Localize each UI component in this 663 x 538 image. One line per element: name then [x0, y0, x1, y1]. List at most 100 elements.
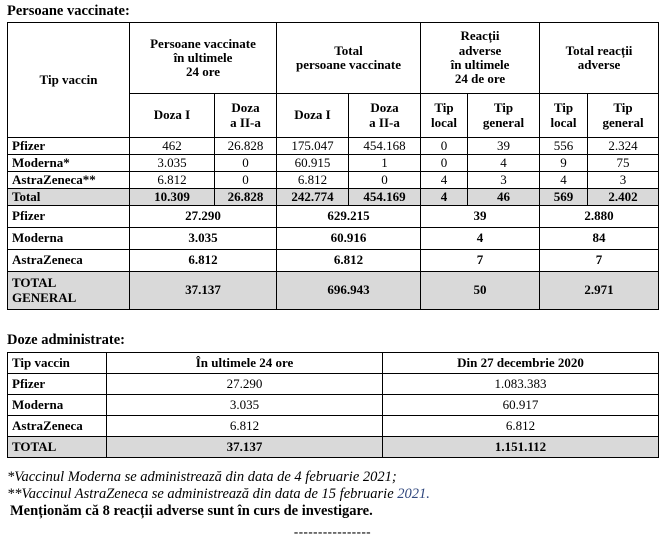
- row-label: AstraZeneca**: [7, 171, 130, 189]
- row-label: AstraZeneca: [7, 249, 130, 272]
- value-cell: 27.290: [129, 205, 277, 228]
- value-cell: 6.812: [129, 171, 215, 189]
- value-cell: 3: [587, 171, 660, 189]
- row-label: Pfizer: [7, 205, 130, 228]
- row-label: Total: [7, 188, 130, 206]
- value-cell: 3.035: [129, 154, 215, 172]
- table-row-total-general: TOTAL GENERAL 37.137 696.943 50 2.971: [7, 271, 660, 310]
- footnote-astrazeneca-text: **Vaccinul AstraZeneca se administrează …: [7, 486, 398, 502]
- header-group-row: Tip vaccin Persoane vaccinate în ultimel…: [7, 22, 660, 138]
- value-cell: 3.035: [129, 227, 277, 250]
- column-header-last-24h: În ultimele 24 ore: [106, 352, 383, 374]
- value-cell: 37.137: [106, 436, 383, 458]
- value-cell: 4: [539, 171, 589, 189]
- column-header-since-27-dec: Din 27 decembrie 2020: [382, 352, 659, 374]
- subheader-tip-local-total: Tip local: [539, 93, 589, 138]
- value-cell: 6.812: [276, 249, 421, 272]
- value-cell: 462: [129, 137, 215, 155]
- column-header-total-vaccinated: Total persoane vaccinate: [276, 22, 421, 94]
- value-cell: 39: [419, 205, 541, 228]
- footnote-moderna: *Vaccinul Moderna se administrează din d…: [7, 469, 397, 485]
- value-cell: 6.812: [276, 171, 349, 189]
- table-row-total: Total 10.309 26.828 242.774 454.169 4 46…: [7, 188, 660, 206]
- table-row-pfizer: Pfizer 462 26.828 175.047 454.168 0 39 5…: [7, 137, 660, 155]
- value-cell: 9: [539, 154, 589, 172]
- column-header-total-adverse: Total reacții adverse: [539, 22, 660, 94]
- value-cell: 75: [587, 154, 660, 172]
- value-cell: 4: [466, 154, 541, 172]
- value-cell: 0: [348, 171, 421, 189]
- value-cell: 4: [420, 188, 468, 206]
- row-label: AstraZeneca: [7, 415, 107, 437]
- table-row-astrazeneca-doses: AstraZeneca 6.812 6.812: [7, 415, 659, 437]
- value-cell: 39: [466, 137, 541, 155]
- value-cell: 10.309: [129, 188, 215, 206]
- value-cell: 6.812: [129, 249, 277, 272]
- table-row-moderna-combined: Moderna 3.035 60.916 4 84: [7, 227, 660, 250]
- value-cell: 4: [420, 171, 468, 189]
- dashed-separator: ----------------: [293, 524, 372, 538]
- value-cell: 556: [539, 137, 589, 155]
- row-label: TOTAL: [7, 436, 107, 458]
- value-cell: 50: [419, 271, 541, 310]
- value-cell: 6.812: [382, 415, 659, 437]
- value-cell: 2.324: [587, 137, 660, 155]
- value-cell: 1.083.383: [382, 373, 659, 395]
- value-cell: 454.168: [348, 137, 421, 155]
- value-cell: 569: [539, 188, 589, 206]
- value-cell: 2.971: [539, 271, 660, 310]
- value-cell: 1: [348, 154, 421, 172]
- row-label: Pfizer: [7, 373, 107, 395]
- subheader-tip-general-24h: Tip general: [466, 93, 541, 138]
- column-header-adverse-24h: Reacții adverse în ultimele 24 de ore: [419, 22, 541, 94]
- value-cell: 1.151.112: [382, 436, 659, 458]
- value-cell: 454.169: [348, 188, 421, 206]
- footnote-astrazeneca-year: 2021.: [397, 486, 430, 502]
- value-cell: 242.774: [276, 188, 349, 206]
- subheader-tip-general-total: Tip general: [587, 93, 660, 138]
- subheader-doza2-total: Doza a II-a: [348, 93, 421, 138]
- value-cell: 3: [466, 171, 541, 189]
- value-cell: 4: [419, 227, 541, 250]
- section-title-doze-administrate: Doze administrate:: [7, 332, 125, 348]
- administered-doses-table: Tip vaccin În ultimele 24 ore Din 27 dec…: [7, 352, 659, 458]
- table-row-total-doses: TOTAL 37.137 1.151.112: [7, 436, 659, 458]
- section-title-persoane-vaccinate: Persoane vaccinate:: [7, 3, 130, 19]
- table-row-astrazeneca: AstraZeneca** 6.812 0 6.812 0 4 3 4 3: [7, 171, 660, 189]
- value-cell: 84: [539, 227, 660, 250]
- value-cell: 37.137: [129, 271, 277, 310]
- row-label: Pfizer: [7, 137, 130, 155]
- table-row-pfizer-doses: Pfizer 27.290 1.083.383: [7, 373, 659, 395]
- value-cell: 0: [420, 154, 468, 172]
- value-cell: 60.915: [276, 154, 349, 172]
- subheader-doza2-24h: Doza a II-a: [214, 93, 277, 138]
- row-label: TOTAL GENERAL: [7, 271, 130, 310]
- table-row-astrazeneca-combined: AstraZeneca 6.812 6.812 7 7: [7, 249, 660, 272]
- row-label: Moderna: [7, 227, 130, 250]
- value-cell: 2.402: [587, 188, 660, 206]
- vaccinated-persons-table: Tip vaccin Persoane vaccinate în ultimel…: [7, 22, 660, 310]
- value-cell: 696.943: [276, 271, 421, 310]
- value-cell: 175.047: [276, 137, 349, 155]
- column-header-tip-vaccin: Tip vaccin: [7, 22, 130, 138]
- table-row-moderna: Moderna* 3.035 0 60.915 1 0 4 9 75: [7, 154, 660, 172]
- column-header-vaccinated-24h: Persoane vaccinate în ultimele 24 ore: [129, 22, 277, 94]
- value-cell: 7: [539, 249, 660, 272]
- footnote-astrazeneca: **Vaccinul AstraZeneca se administrează …: [7, 486, 659, 503]
- value-cell: 46: [466, 188, 541, 206]
- header-sub-row: Doza I Doza a II-a Doza I Doza a II-a Ti…: [8, 93, 660, 138]
- value-cell: 7: [419, 249, 541, 272]
- value-cell: 60.917: [382, 394, 659, 416]
- value-cell: 27.290: [106, 373, 383, 395]
- value-cell: 26.828: [214, 137, 277, 155]
- value-cell: 629.215: [276, 205, 421, 228]
- row-label: Moderna*: [7, 154, 130, 172]
- value-cell: 0: [214, 154, 277, 172]
- value-cell: 60.916: [276, 227, 421, 250]
- value-cell: 6.812: [106, 415, 383, 437]
- column-header-tip-vaccin-2: Tip vaccin: [7, 352, 107, 374]
- footnotes: *Vaccinul Moderna se administrează din d…: [7, 469, 659, 538]
- value-cell: 3.035: [106, 394, 383, 416]
- footnote-investigation: Menționăm că 8 reacții adverse sunt în c…: [10, 503, 373, 519]
- value-cell: 26.828: [214, 188, 277, 206]
